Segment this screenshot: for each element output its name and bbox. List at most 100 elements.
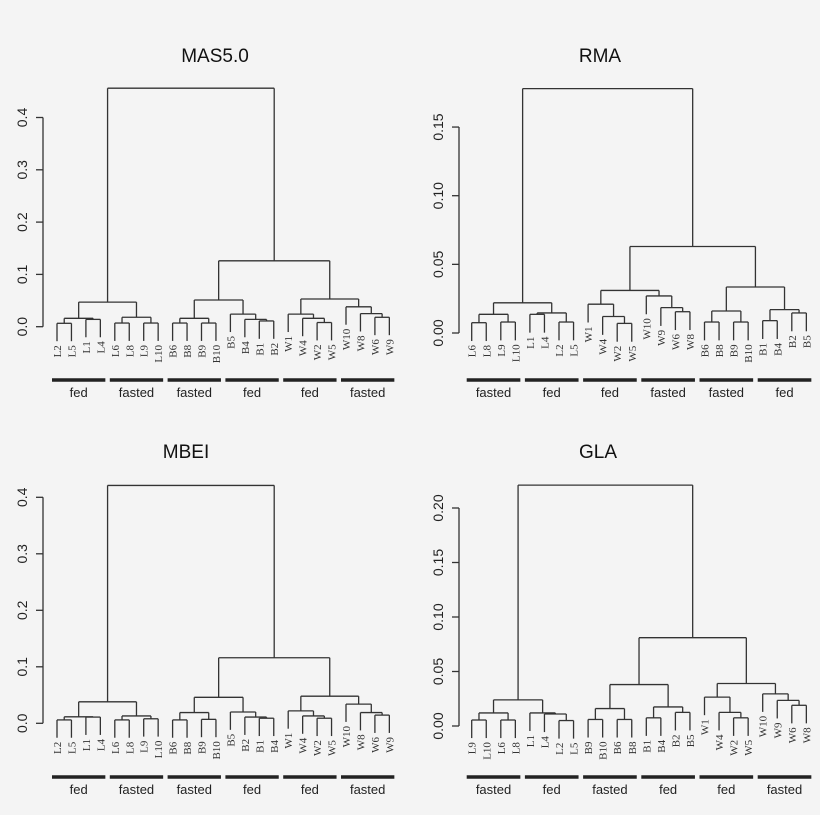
group-label: fasted [767, 782, 802, 797]
leaf-label: W8 [685, 334, 697, 350]
y-tick-label: 0.4 [14, 108, 30, 128]
group-label: fed [659, 782, 677, 797]
group-label: fasted [177, 782, 212, 797]
group-label: fasted [650, 385, 685, 400]
panel-title: MBEI [163, 442, 209, 463]
leaf-label: W6 [370, 339, 382, 355]
group-label: fasted [476, 782, 511, 797]
leaf-label: L10 [153, 344, 165, 362]
leaf-label: L9 [467, 742, 479, 755]
leaf-label: W6 [670, 334, 682, 350]
leaf-label: L6 [467, 345, 479, 358]
leaf-label: B8 [182, 741, 194, 754]
group-label: fed [717, 782, 735, 797]
group-label: fed [243, 782, 261, 797]
panel-title: MAS5.0 [181, 46, 249, 67]
leaf-label: B8 [182, 344, 194, 357]
leaf-label: W1 [283, 733, 295, 749]
leaf-label: L8 [124, 741, 136, 754]
leaf-label: B2 [787, 335, 799, 348]
y-tick-label: 0.2 [14, 212, 30, 232]
y-tick-label: 0.15 [430, 549, 446, 576]
leaf-label: B8 [627, 741, 639, 754]
leaf-label: W2 [729, 740, 741, 756]
leaf-label: L10 [153, 740, 165, 758]
leaf-label: L2 [52, 742, 64, 754]
leaf-label: W4 [598, 338, 610, 354]
group-label: fed [70, 385, 88, 400]
y-tick-label: 0.00 [430, 319, 446, 346]
leaf-label: B9 [197, 344, 209, 357]
leaf-label: L6 [110, 741, 122, 754]
y-tick-label: 0.3 [14, 160, 30, 180]
leaf-label: L8 [124, 344, 136, 357]
leaf-label: W10 [758, 715, 770, 737]
leaf-label: L2 [52, 345, 64, 357]
leaf-label: B4 [772, 342, 784, 355]
leaf-label: L5 [66, 345, 78, 358]
y-tick-label: 0.1 [14, 264, 30, 284]
group-label: fed [543, 782, 561, 797]
group-label: fasted [119, 385, 154, 400]
leaf-label: B6 [700, 344, 712, 357]
leaf-label: B10 [211, 344, 223, 363]
leaf-label: W8 [801, 727, 813, 743]
leaf-label: L9 [139, 740, 151, 753]
dendrogram-panel-mbei: MBEI 0.0 0.1 0.2 0.3 0.4 L2 L5 L1 L4 L6 L8 L9 L10 B6 B8… [14, 442, 396, 797]
group-label: fed [543, 385, 561, 400]
group-label: fasted [709, 385, 744, 400]
leaf-label: L8 [510, 742, 522, 755]
y-tick-label: 0.05 [430, 658, 446, 685]
leaf-label: W9 [384, 736, 396, 752]
leaf-label: L1 [525, 735, 537, 747]
leaf-label: W6 [787, 727, 799, 743]
leaf-label: B10 [211, 741, 223, 760]
group-label: fasted [592, 782, 627, 797]
group-label: fasted [177, 385, 212, 400]
leaf-label: B5 [225, 336, 237, 349]
leaf-label: L10 [510, 344, 522, 362]
leaf-label: W2 [612, 346, 624, 362]
y-tick-label: 0.10 [430, 603, 446, 630]
leaf-label: B5 [801, 335, 813, 348]
leaf-label: B4 [240, 341, 252, 354]
leaf-label: L6 [110, 344, 122, 357]
leaf-label: B1 [254, 740, 266, 753]
leaf-label: L1 [525, 337, 537, 349]
leaf-label: L4 [539, 736, 551, 749]
group-label: fed [70, 782, 88, 797]
dendrogram-panel-mas50: MAS5.0 0.0 0.1 0.2 0.3 0.4 L2 L5 L1 L4 L6 L8 L9 L10 B6… [14, 46, 396, 400]
leaf-label: W5 [327, 740, 339, 756]
leaf-label: W4 [298, 340, 310, 356]
leaf-label: L6 [496, 742, 508, 755]
leaf-label: L9 [139, 344, 151, 357]
group-label: fed [243, 385, 261, 400]
leaf-label: L4 [539, 336, 551, 349]
leaf-label: L5 [569, 742, 581, 755]
leaf-label: B4 [656, 739, 668, 752]
leaf-label: B6 [612, 741, 624, 754]
leaf-label: L1 [81, 341, 93, 353]
leaf-label: B8 [714, 344, 726, 357]
leaf-label: L10 [481, 742, 493, 760]
leaf-label: W5 [327, 344, 339, 360]
group-label: fed [301, 385, 319, 400]
leaf-label: B4 [269, 740, 281, 753]
leaf-label: W5 [743, 739, 755, 755]
group-label: fed [775, 385, 793, 400]
leaf-label: W8 [355, 335, 367, 351]
leaf-label: L4 [95, 738, 107, 751]
leaf-label: L1 [81, 739, 93, 751]
y-tick-label: 0.00 [430, 712, 446, 739]
leaf-label: W1 [700, 719, 712, 735]
leaf-label: W4 [714, 734, 726, 750]
y-tick-label: 0.10 [430, 182, 446, 209]
leaf-label: B9 [729, 344, 741, 357]
group-label: fed [301, 782, 319, 797]
leaf-label: W10 [341, 328, 353, 350]
panel-title: RMA [579, 46, 622, 67]
leaf-label: B5 [685, 734, 697, 747]
leaf-label: B2 [670, 734, 682, 747]
